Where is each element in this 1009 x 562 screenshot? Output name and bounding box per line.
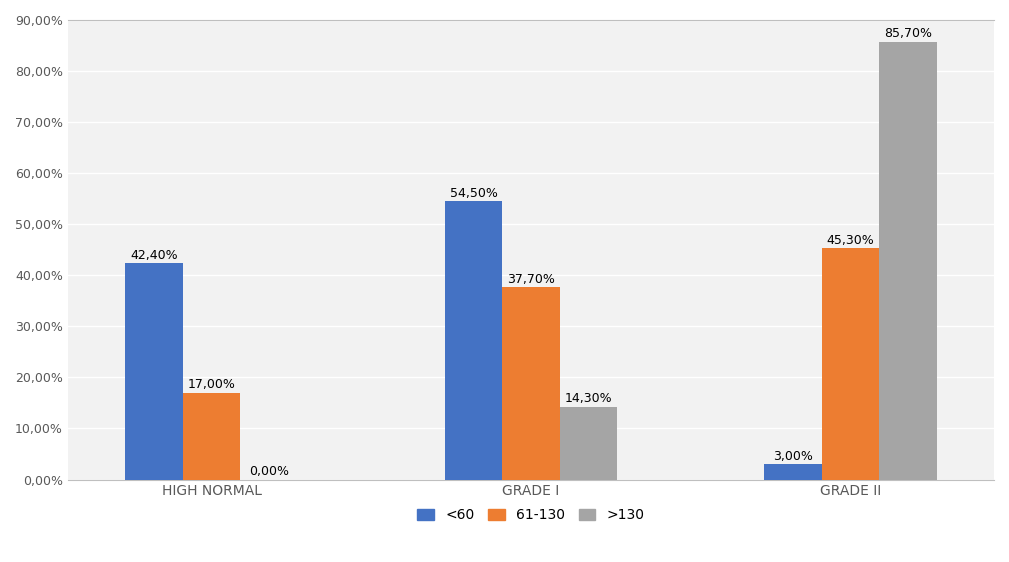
Text: 14,30%: 14,30%	[565, 392, 612, 405]
Text: 45,30%: 45,30%	[826, 234, 874, 247]
Text: 85,70%: 85,70%	[884, 28, 931, 40]
Text: 0,00%: 0,00%	[249, 465, 289, 478]
Bar	[821, 248, 879, 479]
Bar	[125, 263, 183, 479]
Text: 54,50%: 54,50%	[449, 187, 497, 200]
Bar	[879, 42, 936, 479]
Text: 37,70%: 37,70%	[507, 273, 555, 285]
Legend: <60, 61-130, >130: <60, 61-130, >130	[412, 502, 650, 528]
Bar	[560, 406, 618, 479]
Bar	[445, 201, 502, 479]
Text: 17,00%: 17,00%	[188, 378, 235, 391]
Bar	[764, 464, 821, 479]
Text: 3,00%: 3,00%	[773, 450, 812, 463]
Bar	[183, 393, 240, 479]
Bar	[502, 287, 560, 479]
Text: 42,40%: 42,40%	[130, 248, 178, 261]
